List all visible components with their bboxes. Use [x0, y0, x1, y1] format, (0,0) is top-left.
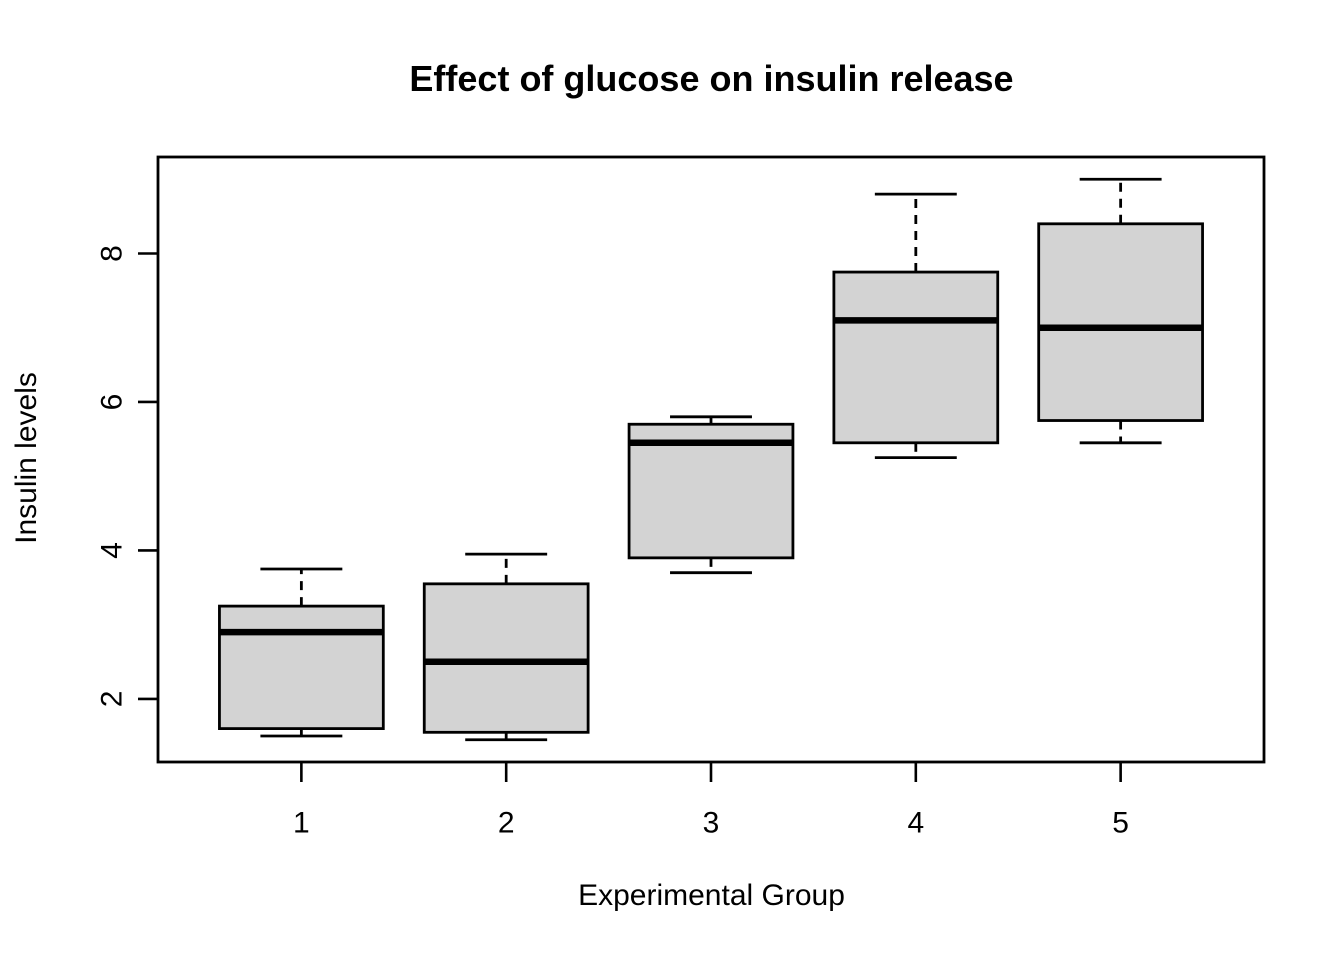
- y-tick-label: 6: [96, 394, 129, 411]
- x-tick-label: 1: [293, 807, 310, 840]
- box-rect: [422, 582, 590, 734]
- box-group-5: [1037, 177, 1204, 445]
- box-group-4: [832, 192, 1000, 460]
- box-rect: [218, 604, 385, 730]
- box-rect: [1037, 222, 1204, 422]
- y-tick-label: 2: [96, 691, 129, 708]
- x-tick-label: 5: [1112, 807, 1129, 840]
- box-rect: [832, 270, 1000, 445]
- x-axis-title: Experimental Group: [578, 879, 845, 912]
- y-tick-label: 4: [96, 542, 129, 559]
- y-tick-label: 8: [96, 245, 129, 262]
- box-group-3: [627, 415, 795, 575]
- box-group-1: [218, 567, 385, 738]
- plot-frame: [156, 155, 1266, 764]
- x-tick-label: 2: [498, 807, 515, 840]
- x-tick-label: 4: [907, 807, 924, 840]
- box-group-2: [422, 552, 590, 742]
- x-tick-label: 3: [703, 807, 720, 840]
- box-rect: [627, 422, 795, 560]
- chart-title: Effect of glucose on insulin release: [409, 58, 1014, 99]
